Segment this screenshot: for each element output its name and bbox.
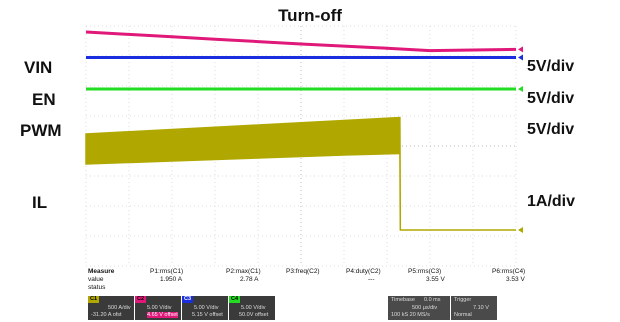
measure-col-name: P2:max(C1) [226,268,261,275]
measure-col-value: --- [368,276,375,283]
measure-col-name: P3:freq(C2) [286,268,320,275]
channel-scale: 500 A/div [108,305,131,311]
traces [85,30,517,231]
timebase-value: 0.0 ms [424,297,441,303]
measure-table: Measure value status P1:rms(C1) 1.950 A … [88,268,536,294]
trigger-label: Trigger [454,297,472,303]
vin-trace [85,30,517,53]
vin-label: VIN [24,58,53,77]
measure-col-name: P4:duty(C2) [346,268,381,275]
il-trace [85,116,516,231]
channel-tag: C2 [135,296,147,303]
measure-value-label: value [88,276,104,283]
channel-tag: C3 [182,296,194,303]
measure-col-value: 1.950 A [160,276,183,283]
channel-offset: 50.0V offset [239,312,269,318]
measure-col-name: P1:rms(C1) [150,268,184,275]
measure-col-value: 2.78 A [240,276,259,283]
measure-col-value: 3.55 V [426,276,445,283]
timebase-scale: 500 µs/div [412,305,438,311]
en-label: EN [32,90,56,109]
pwm-label: PWM [20,121,62,140]
trigger-value: 7.10 V [473,305,489,311]
channel-scale: 5.00 V/div [241,305,266,311]
timebase-label: Timebase [391,297,415,303]
en-scale-label: 5V/div [527,90,575,107]
channel-offset: -31.20 A ofst [91,312,122,318]
chart-title: Turn-off [278,6,342,25]
pwm-scale-label: 5V/div [527,121,575,138]
il-marker [518,227,523,233]
measure-col-value: 3.53 V [506,276,525,283]
measure-header: Measure [88,268,115,275]
measure-col-name: P5:rms(C3) [408,268,442,275]
trigger-box[interactable]: Trigger 7.10 V Normal [451,296,497,320]
timebase-box[interactable]: Timebase 0.0 ms 500 µs/div 100 kS 20 MS/… [388,296,450,320]
measure-col-name: P6:rms(C4) [492,268,526,275]
timebase-sample: 100 kS 20 MS/s [391,312,430,318]
channel-tag: C4 [229,296,241,303]
vin-scale-label: 5V/div [527,58,575,75]
vin-marker [518,46,523,53]
channel-box-c4[interactable]: C4 5.00 V/div 50.0V offset [229,296,275,320]
channel-tag: C1 [88,296,100,303]
channel-scale: 5.00 V/div [194,305,219,311]
channel-box-c3[interactable]: C3 5.00 V/div 5.15 V offset [182,296,228,320]
en-marker [518,54,523,61]
channel-markers [518,46,523,233]
channel-scale: 5.00 V/div [147,305,172,311]
channel-box-c1[interactable]: C1 500 A/div -31.20 A ofst [88,296,134,320]
il-scale-label: 1A/div [527,193,576,210]
channel-box-c2[interactable]: C2 5.00 V/div 4.65 V offset [135,296,181,320]
trigger-mode: Normal [454,312,472,318]
il-label: IL [32,193,48,212]
pwm-marker [518,86,523,92]
measure-status-label: status [88,284,106,291]
channel-offset: 5.15 V offset [192,312,223,318]
channel-offset: 4.65 V offset [147,312,178,318]
